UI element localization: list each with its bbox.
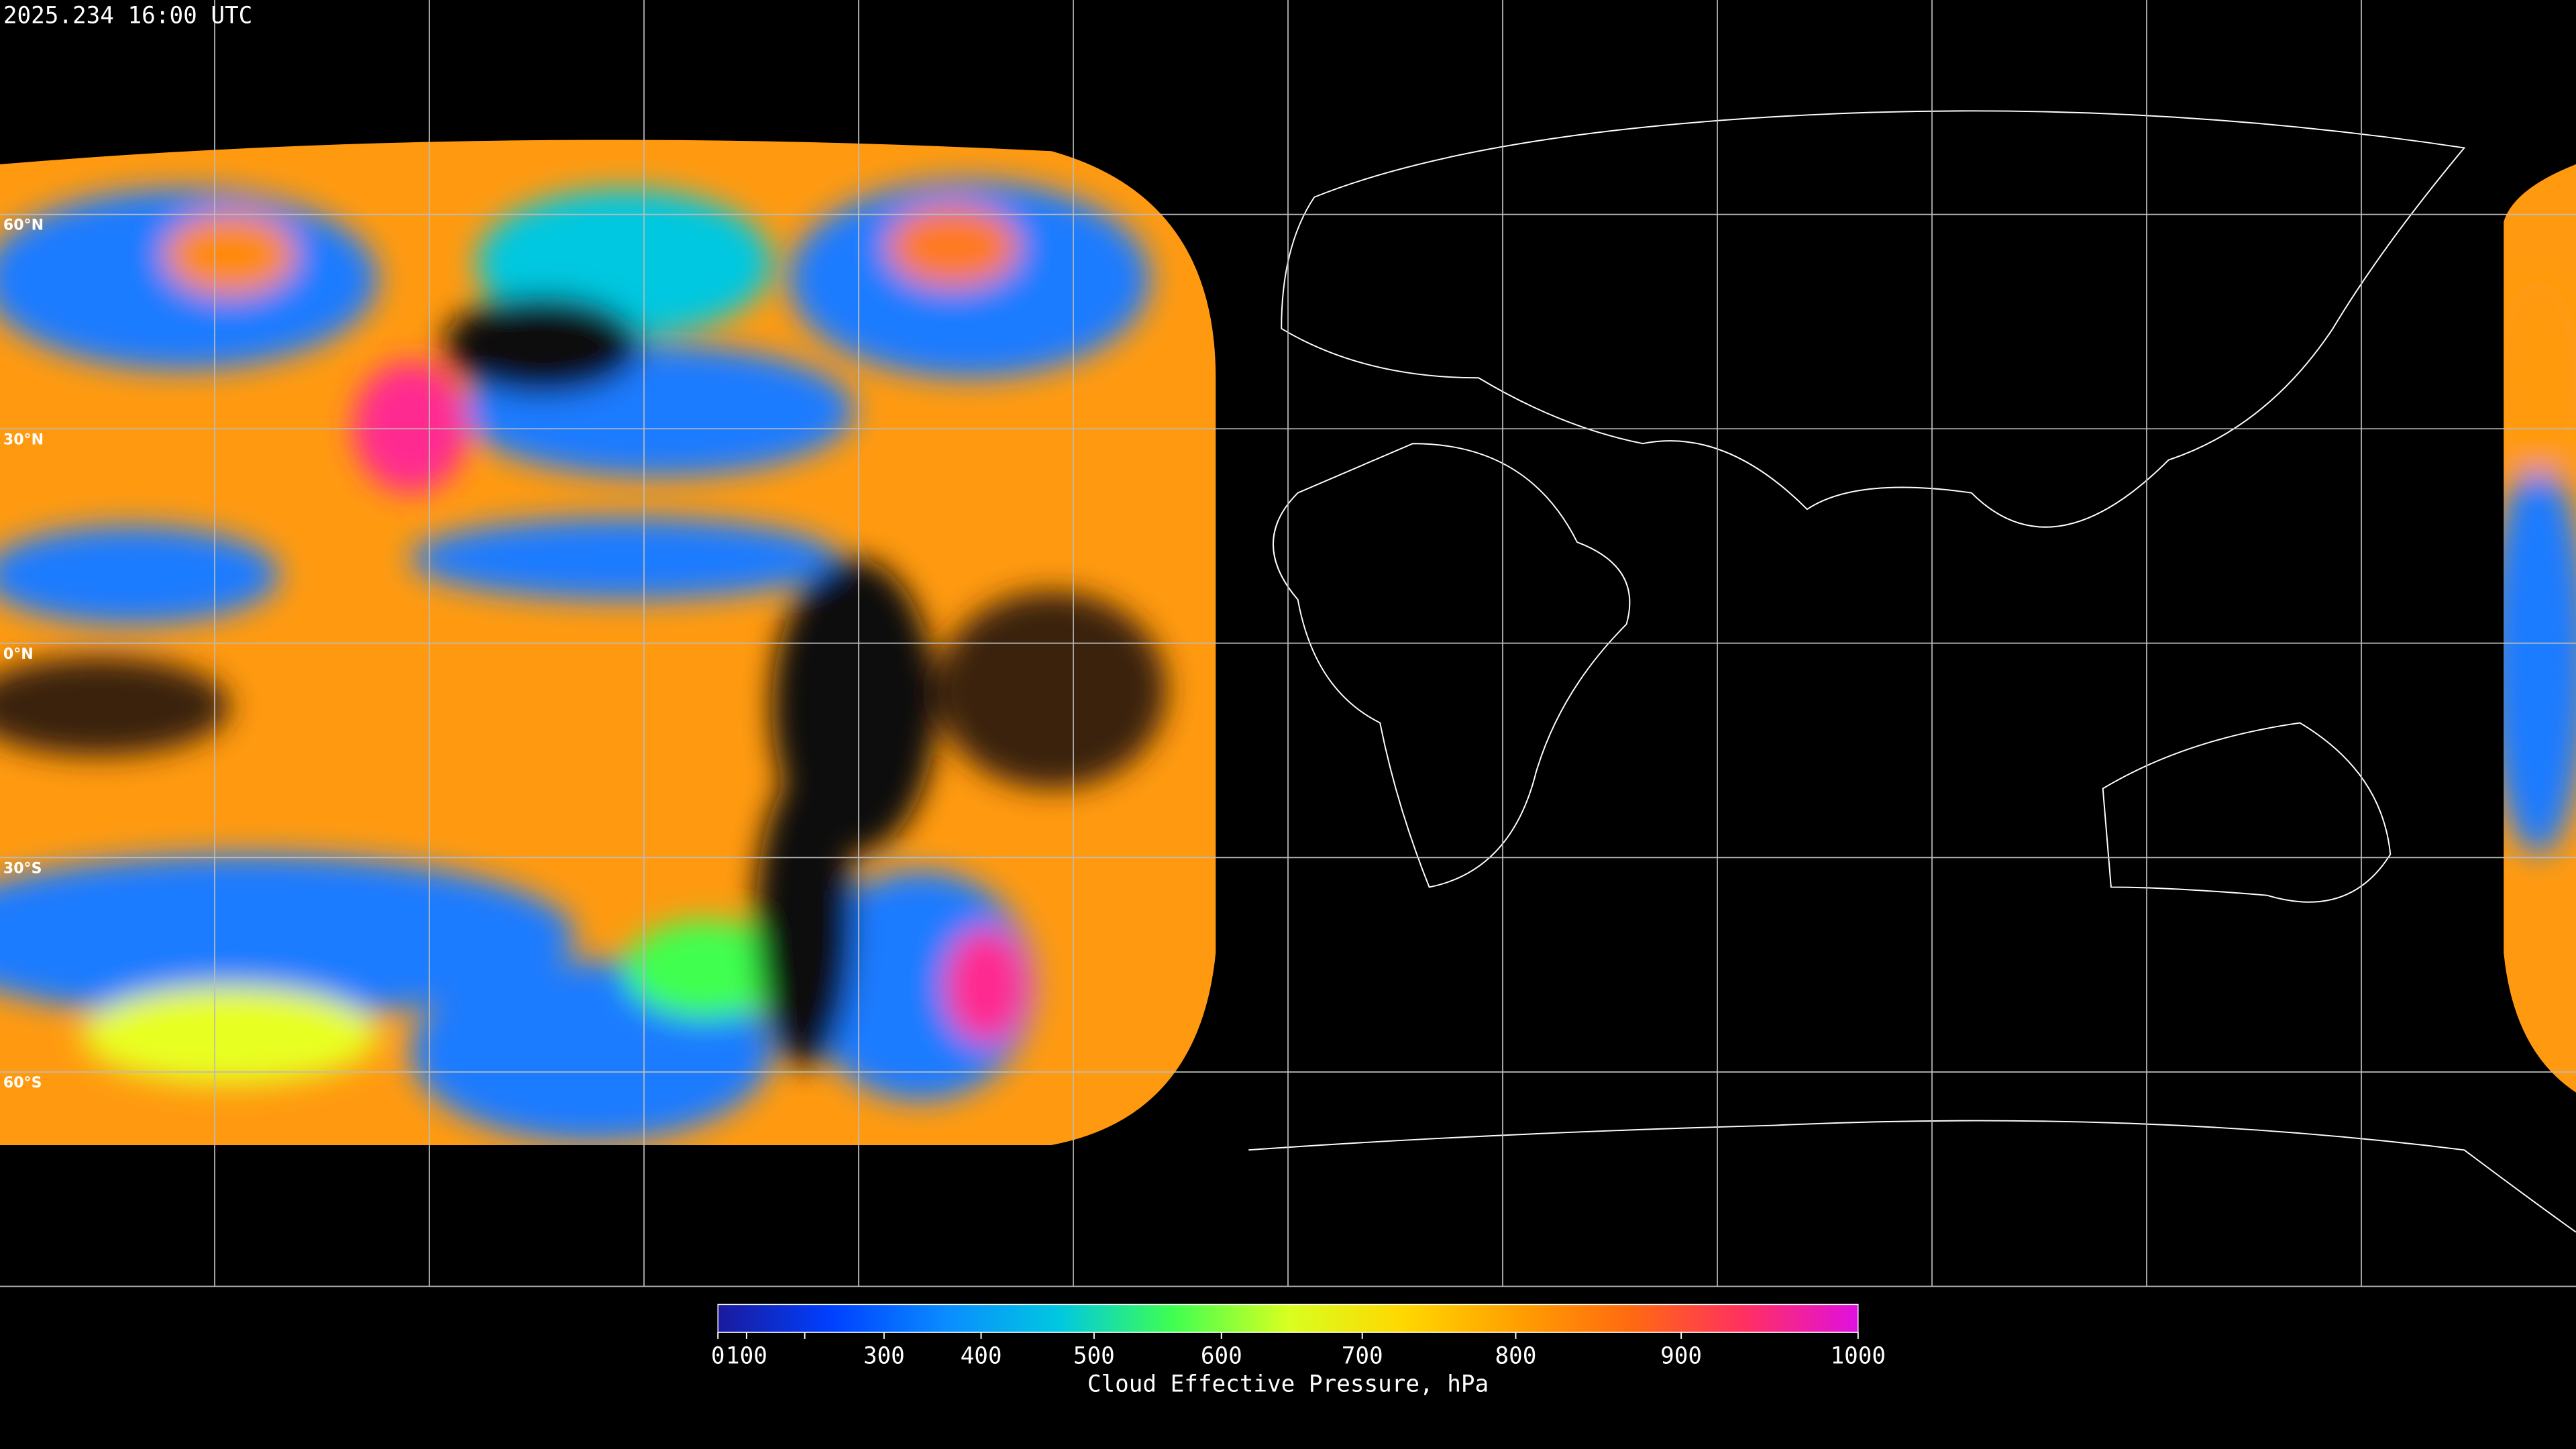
latitude-label: 60°S: [3, 1075, 42, 1091]
graticule: 60°N 30°N 0°N 30°S 60°S: [0, 0, 2576, 1287]
colorbar-tick-label: 400: [961, 1343, 1002, 1370]
colorbar-bar: [717, 1303, 1859, 1333]
colorbar-tick-label: 100: [726, 1343, 767, 1370]
latitude-label: 0°N: [3, 646, 34, 663]
latitude-label: 30°S: [3, 861, 42, 877]
coastlines: [1248, 110, 2576, 1233]
colorbar-tick-label: 600: [1201, 1343, 1242, 1370]
latitude-label: 60°N: [3, 217, 44, 234]
colorbar-tick-label: 300: [863, 1343, 905, 1370]
colorbar: 0 100 300 400 500 600 700 800 900 1000: [711, 1303, 1886, 1370]
timestamp: 2025.234 16:00 UTC: [3, 2, 252, 29]
colorbar-tick-label: 800: [1495, 1343, 1537, 1370]
colorbar-tick-label: 900: [1660, 1343, 1702, 1370]
colorbar-tick-label: 1000: [1831, 1343, 1886, 1370]
colorbar-tick-label: 500: [1073, 1343, 1115, 1370]
colorbar-tick-label: 700: [1342, 1343, 1383, 1370]
colorbar-tick-label: 0: [711, 1343, 725, 1370]
colorbar-title: Cloud Effective Pressure, hPa: [1087, 1371, 1489, 1397]
latitude-label: 30°N: [3, 431, 44, 448]
